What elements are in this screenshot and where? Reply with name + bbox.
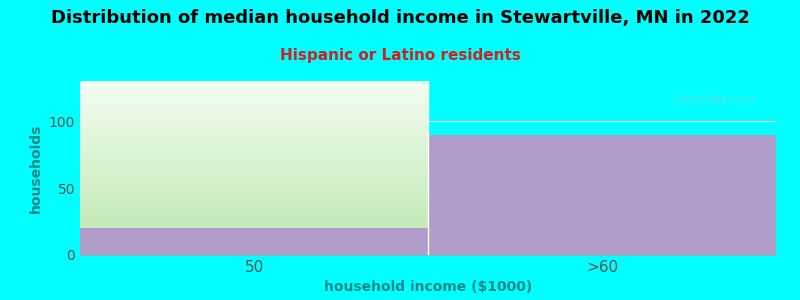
X-axis label: household income ($1000): household income ($1000)	[324, 280, 532, 294]
Text: Distribution of median household income in Stewartville, MN in 2022: Distribution of median household income …	[50, 9, 750, 27]
Bar	[80, 228, 428, 255]
Text: Hispanic or Latino residents: Hispanic or Latino residents	[279, 48, 521, 63]
Text: City-Data.com: City-Data.com	[676, 95, 755, 105]
Y-axis label: households: households	[30, 123, 43, 213]
Bar	[428, 134, 776, 255]
